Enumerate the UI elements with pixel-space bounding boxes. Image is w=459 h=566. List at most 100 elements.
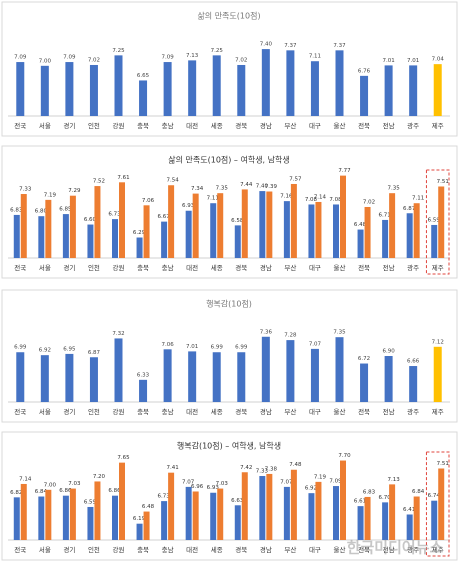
x-tick-label: 전남 [383, 263, 395, 272]
watermark: 한국미디어뉴스 [347, 539, 444, 557]
value-label: 6.74 [428, 493, 441, 499]
x-tick-label: 경기 [63, 121, 75, 130]
bar [315, 201, 322, 258]
bar [163, 349, 172, 402]
x-tick-label: 충남 [162, 121, 174, 130]
value-label: 6.87 [88, 350, 101, 356]
value-label: 6.83 [10, 207, 23, 213]
value-label: 6.65 [137, 73, 150, 79]
highlight-box [425, 169, 450, 275]
bar [143, 205, 150, 258]
bar [406, 514, 413, 540]
value-label: 6.84 [35, 489, 48, 495]
bar [308, 493, 315, 540]
value-label: 7.40 [260, 42, 273, 48]
value-label: 6.80 [35, 209, 48, 215]
value-label: 7.61 [117, 175, 129, 181]
bar [438, 186, 445, 258]
x-tick-label: 전국 [14, 407, 26, 416]
x-tick-label: 광주 [407, 264, 419, 272]
bar [136, 237, 143, 258]
bar [65, 353, 74, 402]
bar [38, 216, 45, 258]
value-label: 7.37 [333, 43, 346, 49]
x-tick-label: 경북 [235, 407, 247, 416]
value-label: 6.58 [231, 218, 244, 224]
bar [112, 219, 118, 258]
value-label: 7.02 [88, 57, 100, 63]
value-label: 7.03 [216, 481, 229, 487]
x-tick-label: 인천 [88, 121, 100, 130]
x-tick-label: 경기 [63, 545, 75, 554]
value-label: 7.11 [412, 196, 424, 202]
bar [360, 75, 369, 116]
value-label: 6.29 [133, 230, 146, 236]
x-tick-label: 전북 [358, 545, 370, 554]
bar [192, 491, 199, 540]
value-label: 7.07 [309, 341, 322, 347]
x-tick-label: 부산 [284, 263, 296, 272]
x-tick-label: 세종 [211, 407, 223, 416]
bar [40, 65, 49, 116]
bar [163, 62, 172, 116]
value-label: 6.95 [63, 346, 76, 352]
value-label: 6.66 [407, 359, 420, 365]
bar [168, 472, 175, 540]
value-label: 7.51 [437, 179, 449, 185]
x-tick-label: 경남 [260, 121, 272, 130]
bar [16, 62, 25, 116]
bar [89, 64, 98, 116]
x-tick-label: 광주 [407, 546, 419, 554]
value-label: 7.52 [93, 179, 105, 185]
x-tick-label: 부산 [284, 545, 296, 554]
x-tick-label: 충남 [162, 263, 174, 272]
value-label: 7.09 [329, 479, 342, 485]
bar [335, 50, 344, 116]
x-tick-label: 경남 [260, 263, 272, 272]
x-tick-label: 대전 [186, 263, 198, 272]
bar [364, 496, 371, 540]
x-tick-label: 울산 [334, 263, 346, 272]
value-label: 7.11 [207, 196, 219, 202]
value-label: 6.71 [378, 212, 390, 218]
bar [65, 62, 74, 116]
value-label: 6.19 [133, 516, 146, 522]
x-tick-label: 광주 [407, 408, 419, 416]
bar [384, 356, 393, 402]
value-label: 7.02 [235, 57, 247, 63]
bar [87, 224, 94, 258]
value-label: 6.61 [354, 499, 366, 505]
x-tick-label: 대전 [186, 407, 198, 416]
bar [94, 186, 101, 258]
value-label: 7.33 [256, 469, 269, 475]
bar [335, 337, 344, 402]
value-label: 6.59 [428, 217, 441, 223]
value-label: 6.73 [108, 212, 121, 218]
bar [87, 506, 94, 540]
x-tick-label: 충북 [137, 263, 149, 272]
bar [234, 505, 241, 540]
value-label: 7.00 [39, 58, 52, 64]
x-tick-label: 전북 [358, 407, 370, 416]
value-label: 7.77 [338, 168, 351, 174]
x-tick-label: 충북 [137, 121, 149, 130]
x-tick-label: 울산 [334, 121, 346, 130]
bar [16, 352, 25, 402]
bar [360, 363, 369, 402]
bar [290, 183, 297, 258]
bar [433, 346, 442, 402]
bar [210, 492, 217, 540]
bar [431, 224, 438, 258]
value-label: 7.35 [387, 186, 400, 192]
x-tick-label: 인천 [88, 545, 100, 554]
bar [357, 506, 364, 540]
value-label: 6.83 [363, 489, 376, 495]
bar [45, 199, 52, 258]
bar [212, 352, 221, 402]
value-label: 6.99 [211, 345, 224, 351]
chart-title: 삶의 만족도(10점) – 여학생, 남학생 [168, 155, 289, 165]
bar [241, 189, 248, 258]
bar [290, 469, 297, 540]
x-tick-label: 강원 [113, 545, 125, 554]
